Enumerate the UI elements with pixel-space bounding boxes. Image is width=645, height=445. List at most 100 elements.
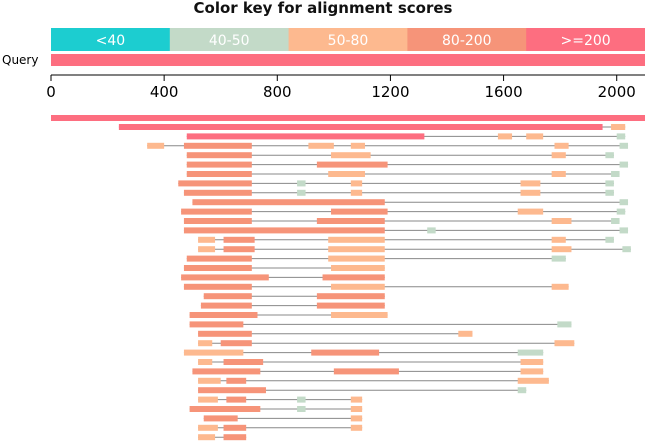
hit-row-33[interactable] [198,424,363,431]
hit-segment-27-0 [192,368,261,375]
hit-segment-13-1 [223,236,255,243]
hit-segment-15-0 [186,255,252,262]
hit-segment-7-4 [605,180,614,187]
hit-segment-3-3 [350,142,365,149]
hit-segment-26-1 [223,359,264,365]
hit-row-3[interactable] [147,142,629,149]
x-axis: 0 400 800 1200 1600 2000 [46,74,645,101]
hit-segment-8-3 [520,189,541,196]
hit-row-15[interactable] [186,255,566,262]
hit-segment-19-1 [316,293,385,300]
hit-row-9[interactable] [192,199,629,206]
hit-row-20[interactable] [200,302,385,309]
hit-row-11[interactable] [183,218,620,224]
hit-row-1[interactable] [118,124,626,130]
hit-row-6[interactable] [186,171,620,177]
hit-segment-28-2 [517,377,549,384]
hit-row-12[interactable] [183,227,629,234]
hit-segment-25-1 [311,349,380,356]
legend-label-1: 40-50 [209,33,250,49]
hit-segment-33-0 [198,424,218,431]
hit-segment-7-0 [178,180,252,187]
hit-row-2[interactable] [186,133,626,140]
hit-segment-20-0 [200,302,252,309]
hit-row-4[interactable] [186,152,614,159]
hit-row-0[interactable] [51,115,645,121]
axis-tick-label-0: 0 [46,83,56,101]
hit-segment-15-1 [328,255,385,262]
legend-swatch-0 [51,28,171,51]
hit-row-30[interactable] [198,396,363,403]
color-key-title: Color key for alignment scores [194,0,453,17]
hit-segment-26-0 [198,359,213,365]
hit-segment-4-2 [551,152,566,159]
hit-segment-7-3 [520,180,541,187]
legend-label-3: 80-200 [442,33,492,49]
hit-row-18[interactable] [183,283,569,290]
hit-segment-33-2 [350,424,363,431]
hit-segment-10-3 [616,208,626,215]
hit-row-8[interactable] [183,189,614,196]
axis-tick-label-2: 800 [263,83,292,101]
hit-segment-21-0 [189,312,258,318]
hit-row-14[interactable] [198,246,631,253]
hit-row-13[interactable] [198,236,614,243]
axis-tick-label-3: 1200 [371,83,409,101]
hit-segment-5-2 [619,161,629,168]
hit-row-22[interactable] [189,321,572,328]
hit-segment-16-0 [183,265,252,271]
hit-row-34[interactable] [198,434,247,441]
hit-segment-6-0 [186,171,252,177]
hit-segment-29-0 [198,387,266,394]
hit-segment-15-2 [551,255,566,262]
hit-segment-16-1 [331,265,385,271]
hit-row-7[interactable] [178,180,614,187]
hit-segment-9-1 [619,199,629,206]
hit-segment-18-2 [551,283,569,290]
hit-segment-10-2 [517,208,544,215]
hit-segment-8-0 [183,189,252,196]
legend-swatch-4 [526,28,645,51]
hit-segment-12-2 [619,227,629,234]
hit-segment-4-1 [331,152,371,159]
hit-segment-13-2 [328,236,385,243]
hit-segment-10-1 [331,208,388,215]
query-label: Query [2,53,38,67]
hit-segment-14-1 [223,246,255,253]
hit-segment-34-1 [223,434,247,441]
hit-segment-3-1 [183,142,252,149]
hit-row-31[interactable] [189,406,363,412]
hit-row-29[interactable] [198,387,527,394]
hit-row-25[interactable] [183,349,544,356]
hit-segment-18-1 [331,283,385,290]
hit-segment-6-2 [551,171,566,177]
hit-segment-31-2 [350,406,363,412]
hit-segment-24-1 [220,340,252,347]
hit-segment-2-0 [186,133,425,140]
hit-row-10[interactable] [181,208,626,215]
hit-segment-14-4 [622,246,631,253]
hit-segment-5-0 [186,161,252,168]
hit-row-19[interactable] [203,293,385,300]
hit-row-32[interactable] [203,415,363,422]
hit-segment-23-1 [458,330,473,337]
hit-segment-27-1 [333,368,399,375]
hit-row-17[interactable] [181,274,385,281]
axis-tick-label-5: 2000 [598,83,636,101]
hit-row-27[interactable] [192,368,544,375]
hit-segment-34-0 [198,434,216,441]
hit-row-5[interactable] [186,161,629,168]
hit-segment-27-2 [520,368,544,375]
hit-segment-24-0 [198,340,213,347]
hit-segment-17-1 [322,274,385,281]
hit-segment-25-2 [517,349,544,356]
hit-row-26[interactable] [198,359,544,365]
hit-row-28[interactable] [198,377,549,384]
hit-row-24[interactable] [198,340,575,347]
hit-segment-12-1 [427,227,436,234]
hit-row-23[interactable] [198,330,473,337]
hit-row-16[interactable] [183,265,385,271]
hit-segment-10-0 [181,208,252,215]
hit-segment-3-2 [308,142,334,149]
hit-row-21[interactable] [189,312,388,318]
